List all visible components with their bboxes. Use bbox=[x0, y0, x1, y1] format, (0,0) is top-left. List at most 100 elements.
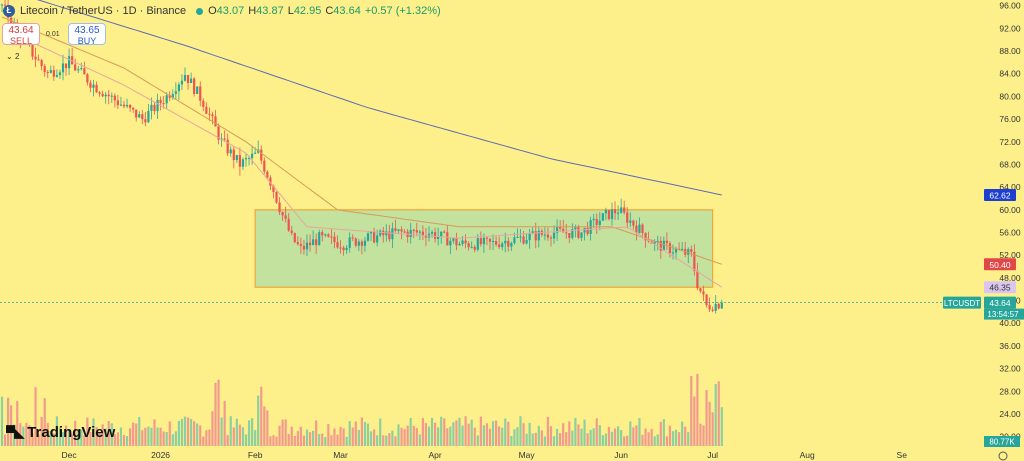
volume-bar bbox=[461, 425, 464, 446]
candle-body bbox=[552, 232, 556, 239]
volume-bar bbox=[559, 433, 562, 446]
price-tag-label: 46.35 bbox=[989, 283, 1011, 293]
candle-body bbox=[10, 17, 13, 26]
candle-body bbox=[556, 227, 559, 233]
volume-bar bbox=[110, 423, 113, 446]
volume-bar bbox=[308, 432, 312, 446]
candle-body bbox=[345, 247, 348, 251]
ma-slow-line bbox=[36, 0, 722, 196]
price-tag-label: 43.64 bbox=[989, 298, 1011, 308]
volume-bar bbox=[19, 423, 22, 446]
volume-bar bbox=[540, 430, 543, 446]
candle-body bbox=[720, 302, 723, 309]
candle-body bbox=[659, 240, 662, 251]
volume-bar bbox=[366, 423, 370, 446]
candle-body bbox=[77, 69, 80, 71]
candle-body bbox=[244, 158, 248, 160]
volume-bar bbox=[610, 431, 614, 446]
buy-button[interactable]: 43.65 BUY bbox=[68, 23, 106, 46]
indicator-toggle[interactable]: ⌄ 2 bbox=[6, 52, 20, 61]
candle-body bbox=[434, 232, 437, 239]
volume-bar bbox=[7, 397, 10, 446]
volume-bar bbox=[531, 433, 534, 446]
volume-bar bbox=[52, 433, 55, 446]
volume-bar bbox=[400, 427, 403, 446]
y-tick-label: 60.00 bbox=[999, 205, 1021, 215]
candle-body bbox=[269, 177, 272, 186]
volume-bar bbox=[638, 418, 641, 446]
y-tick-label: 80.00 bbox=[999, 91, 1021, 101]
candle-body bbox=[418, 231, 421, 233]
x-tick-label: Apr bbox=[428, 450, 441, 460]
candle-body bbox=[522, 236, 525, 244]
candle-body bbox=[61, 63, 65, 73]
candle-body bbox=[440, 231, 443, 237]
candle-body bbox=[49, 70, 52, 73]
tradingview-brand[interactable]: ▀◣ TradingView bbox=[6, 424, 115, 441]
candle-body bbox=[424, 235, 428, 238]
volume-bar bbox=[501, 427, 504, 446]
volume-bar bbox=[470, 419, 473, 446]
candle-body bbox=[171, 93, 174, 98]
volume-bar bbox=[696, 373, 699, 446]
volume-bar bbox=[190, 418, 193, 446]
volume-bar bbox=[275, 436, 278, 446]
candle-body bbox=[52, 70, 55, 77]
sell-button[interactable]: 43.64 SELL bbox=[2, 23, 40, 46]
volume-bar bbox=[617, 426, 620, 446]
candle-body bbox=[254, 152, 257, 154]
candle-body bbox=[543, 234, 546, 236]
volume-bar bbox=[22, 426, 25, 446]
price-tag-label: 62.62 bbox=[989, 190, 1011, 200]
candle-body bbox=[251, 153, 254, 159]
litecoin-icon: Ł bbox=[3, 5, 15, 17]
candle-body bbox=[296, 242, 299, 245]
candle-body bbox=[86, 74, 89, 83]
candle-body bbox=[174, 91, 177, 94]
candle-body bbox=[379, 230, 382, 236]
y-tick-label: 56.00 bbox=[999, 228, 1021, 238]
candle-body bbox=[95, 84, 98, 93]
candle-body bbox=[409, 229, 412, 237]
volume-bar bbox=[223, 400, 226, 446]
sell-label: SELL bbox=[9, 36, 33, 46]
volume-bar bbox=[684, 426, 687, 446]
candle-body bbox=[571, 229, 574, 238]
candle-body bbox=[339, 247, 342, 249]
symbol-title[interactable]: Litecoin / TetherUS · 1D · Binance bbox=[20, 5, 187, 17]
volume-bar bbox=[16, 401, 19, 446]
volume-bar bbox=[665, 436, 668, 446]
candle-body bbox=[491, 241, 495, 243]
ohlc-readout: O43.07 H43.87 L42.95 C43.64 +0.57 (+1.32… bbox=[208, 5, 441, 17]
y-tick-label: 76.00 bbox=[999, 114, 1021, 124]
volume-bar bbox=[482, 425, 485, 446]
candle-body bbox=[162, 103, 165, 105]
volume-bar bbox=[61, 432, 65, 446]
volume-bar bbox=[485, 423, 489, 446]
volume-bar bbox=[211, 411, 214, 446]
volume-bar bbox=[659, 421, 662, 446]
settings-icon[interactable] bbox=[998, 451, 1008, 461]
candle-body bbox=[662, 240, 665, 251]
candle-body bbox=[342, 247, 345, 251]
volume-bar bbox=[635, 425, 638, 446]
volume-tag-label: 80.77K bbox=[989, 438, 1015, 447]
volume-bar bbox=[80, 429, 83, 446]
candle-body bbox=[656, 240, 659, 242]
brand-name: TradingView bbox=[27, 424, 116, 441]
volume-bar bbox=[430, 417, 434, 446]
volume-bar bbox=[305, 429, 309, 446]
candle-body bbox=[275, 191, 278, 203]
volume-bar bbox=[232, 427, 235, 446]
y-tick-label: 24.00 bbox=[999, 409, 1021, 419]
volume-bar bbox=[653, 436, 656, 446]
volume-bar bbox=[241, 427, 245, 446]
ma-mid-line bbox=[1, 16, 722, 265]
volume-bar bbox=[620, 430, 623, 446]
volume-bar bbox=[153, 419, 156, 446]
volume-bar bbox=[464, 416, 467, 446]
candle-body bbox=[504, 240, 507, 244]
volume-bar bbox=[113, 434, 116, 446]
volume-bar bbox=[168, 421, 171, 446]
